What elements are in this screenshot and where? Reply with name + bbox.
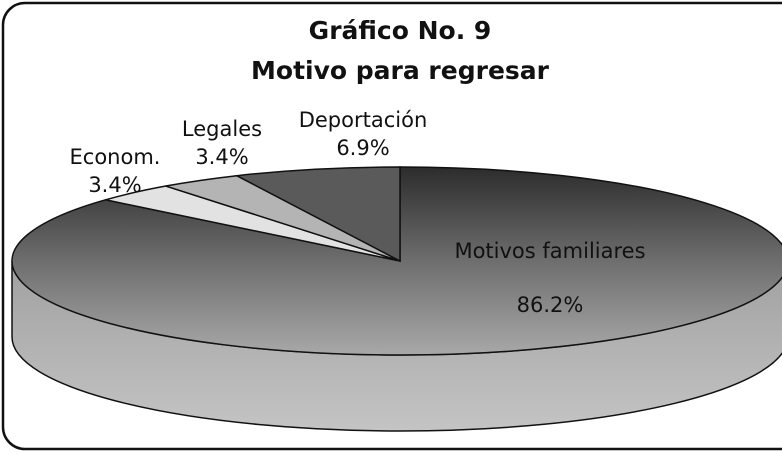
chart-subtitle: Motivo para regresar	[251, 56, 550, 85]
value-label: 6.9%	[336, 136, 389, 160]
value-label: 3.4%	[195, 145, 248, 169]
category-label: Legales	[182, 117, 262, 141]
value-label: 86.2%	[517, 293, 584, 317]
slice-label: Motivos familiares	[454, 239, 646, 263]
category-label: Econom.	[70, 145, 161, 169]
chart-title: Gráfico No. 9	[309, 16, 492, 45]
value-label: 3.4%	[88, 173, 141, 197]
pie	[11, 166, 782, 432]
category-label: Motivos familiares	[454, 239, 646, 263]
category-label: Deportación	[299, 108, 428, 132]
pie-slice	[234, 166, 401, 263]
